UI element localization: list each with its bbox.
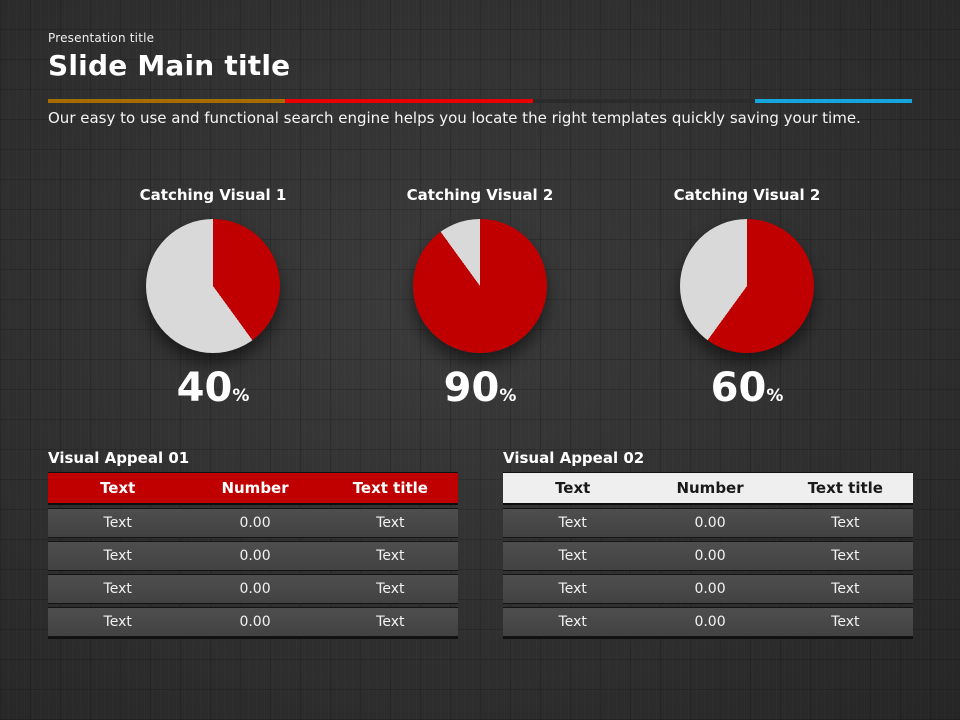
pie-chart-title: Catching Visual 2	[673, 186, 821, 204]
percent-sign: %	[766, 386, 784, 406]
column-header: Text	[100, 479, 136, 497]
column-header: Text title	[352, 479, 428, 497]
table-title: Visual Appeal 01	[48, 449, 190, 467]
table-body: Text 0.00 Text Text 0.00 Text Text 0.00 Text Text…	[503, 508, 913, 637]
slide-subtitle: Our easy to use and functional search en…	[48, 109, 861, 127]
pie-chart-block-3: Catching Visual 2 60%	[657, 186, 837, 408]
table-cell: Text	[103, 614, 132, 630]
table-cell: 0.00	[239, 581, 271, 597]
table-block-visual-appeal-02: Visual Appeal 02 Text Number Text title …	[503, 449, 913, 639]
percent-sign: %	[499, 386, 517, 406]
table-row: Text 0.00 Text	[503, 607, 913, 637]
table-body: Text 0.00 Text Text 0.00 Text Text 0.00 Text Text…	[48, 508, 458, 637]
table-row: Text 0.00 Text	[503, 541, 913, 571]
data-table-01: Text Number Text title Text 0.00 Text Text 0…	[48, 472, 458, 639]
pie-percent-value: 40	[176, 365, 233, 411]
divider-blue-segment	[755, 99, 912, 103]
presentation-kicker: Presentation title	[48, 31, 155, 45]
column-header: Number	[221, 479, 289, 497]
slide-main-title: Slide Main title	[48, 49, 291, 82]
table-cell: 0.00	[694, 548, 726, 564]
table-cell: Text	[376, 548, 405, 564]
data-table-02: Text Number Text title Text 0.00 Text Text 0…	[503, 472, 913, 639]
table-header-row: Text Number Text title	[48, 473, 458, 505]
table-cell: Text	[558, 581, 587, 597]
divider-dark-segment	[533, 99, 755, 103]
pie-percent-label: 60%	[657, 368, 837, 408]
table-cell: Text	[831, 614, 860, 630]
table-row: Text 0.00 Text	[48, 541, 458, 571]
table-title: Visual Appeal 02	[503, 449, 645, 467]
pie-chart-3	[680, 219, 814, 353]
table-cell: 0.00	[239, 548, 271, 564]
pie-chart-block-1: Catching Visual 1 40%	[123, 186, 303, 408]
pie-percent-value: 90	[443, 365, 500, 411]
accent-divider	[48, 99, 912, 103]
table-row: Text 0.00 Text	[48, 607, 458, 637]
table-cell: 0.00	[694, 614, 726, 630]
table-cell: Text	[831, 515, 860, 531]
pie-percent-label: 90%	[390, 368, 570, 408]
pie-chart-1	[146, 219, 280, 353]
table-row: Text 0.00 Text	[48, 508, 458, 538]
table-cell: Text	[831, 548, 860, 564]
table-cell: 0.00	[694, 515, 726, 531]
pie-chart-2	[413, 219, 547, 353]
table-cell: Text	[558, 548, 587, 564]
table-row: Text 0.00 Text	[503, 508, 913, 538]
pie-chart-title: Catching Visual 2	[406, 186, 554, 204]
pie-chart-title: Catching Visual 1	[139, 186, 287, 204]
divider-red-segment	[285, 99, 533, 103]
column-header: Text title	[807, 479, 883, 497]
table-cell: Text	[558, 614, 587, 630]
column-header: Number	[676, 479, 744, 497]
table-cell: 0.00	[694, 581, 726, 597]
table-cell: Text	[376, 614, 405, 630]
table-cell: Text	[376, 581, 405, 597]
column-header: Text	[555, 479, 591, 497]
divider-gold-segment	[48, 99, 285, 103]
table-row: Text 0.00 Text	[503, 574, 913, 604]
pie-chart-block-2: Catching Visual 2 90%	[390, 186, 570, 408]
table-header-row: Text Number Text title	[503, 473, 913, 505]
table-block-visual-appeal-01: Visual Appeal 01 Text Number Text title …	[48, 449, 458, 639]
table-cell: Text	[558, 515, 587, 531]
pie-percent-label: 40%	[123, 368, 303, 408]
table-cell: Text	[103, 515, 132, 531]
pie-percent-value: 60	[710, 365, 767, 411]
table-cell: Text	[376, 515, 405, 531]
table-cell: 0.00	[239, 614, 271, 630]
table-cell: Text	[831, 581, 860, 597]
percent-sign: %	[232, 386, 250, 406]
table-row: Text 0.00 Text	[48, 574, 458, 604]
table-cell: Text	[103, 548, 132, 564]
table-cell: Text	[103, 581, 132, 597]
table-cell: 0.00	[239, 515, 271, 531]
